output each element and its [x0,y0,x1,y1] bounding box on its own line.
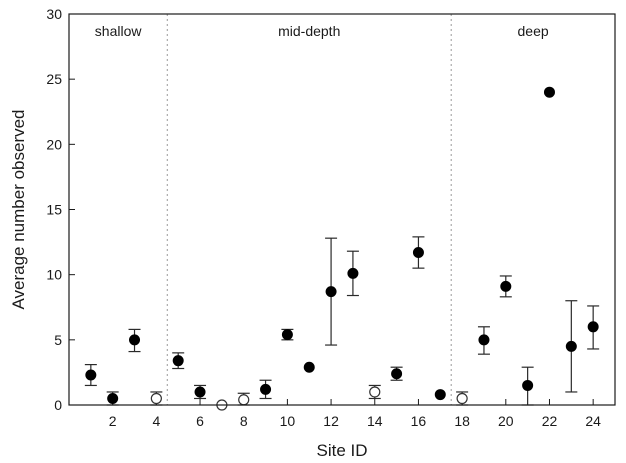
data-point-site-6 [194,386,206,398]
depth-regions: shallow mid-depth deep [95,14,549,405]
x-tick-label: 24 [585,413,601,429]
region-label-deep: deep [518,23,549,39]
data-point-site-12 [325,286,337,298]
data-point-site-20 [500,280,512,292]
region-label-shallow: shallow [95,23,143,39]
y-tick-label: 0 [54,397,62,413]
data-point-site-4 [150,392,162,405]
x-tick-label: 6 [196,413,204,429]
y-tick-label: 25 [46,71,62,87]
data-point-site-16 [412,247,424,259]
y-tick-label: 30 [46,6,62,22]
x-tick-label: 2 [109,413,117,429]
x-tick-label: 16 [411,413,427,429]
x-tick-label: 22 [542,413,558,429]
data-point-site-14 [369,386,381,398]
y-axis-title: Average number observed [9,109,28,309]
x-tick-label: 8 [240,413,248,429]
data-point-site-17 [434,389,446,401]
data-point-site-23 [565,340,577,352]
x-tick-label: 18 [454,413,470,429]
plot-frame [68,13,616,406]
data-point-site-3 [129,334,141,346]
data-point-site-1 [85,369,97,381]
data-point-site-2 [107,392,119,404]
data-point-site-9 [260,383,272,395]
data-points [84,86,600,411]
x-tick-label: 14 [367,413,383,429]
data-point-site-15 [391,368,403,380]
data-point-site-11 [303,361,315,373]
y-tick-label: 10 [46,267,62,283]
data-point-site-10 [281,329,293,341]
data-point-site-22 [543,86,555,98]
data-point-site-13 [347,267,359,279]
region-label-mid-depth: mid-depth [278,23,340,39]
data-point-site-19 [478,334,490,346]
x-tick-label: 12 [323,413,339,429]
x-tick-label: 20 [498,413,514,429]
data-point-site-24 [587,321,599,333]
data-point-site-5 [172,355,184,367]
data-point-site-18 [456,392,468,405]
data-point-site-8 [238,394,250,406]
y-tick-label: 5 [54,332,62,348]
x-tick-label: 4 [152,413,160,429]
y-tick-label: 20 [46,136,62,152]
data-point-site-21 [522,379,534,391]
x-axis-title: Site ID [316,441,367,460]
y-tick-label: 15 [46,202,62,218]
x-tick-label: 10 [280,413,296,429]
